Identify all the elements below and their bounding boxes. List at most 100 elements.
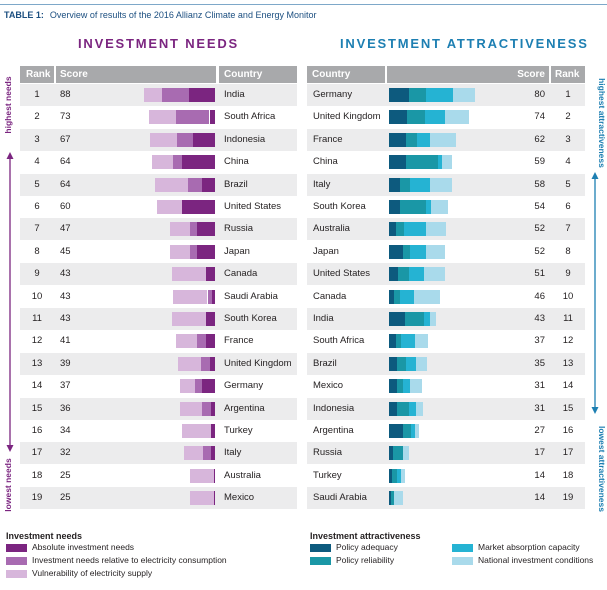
attr-bar-segment (389, 200, 401, 214)
attr-rank: 15 (562, 403, 574, 414)
legend-item-vulnerability: Vulnerability of electricity supply (32, 568, 153, 578)
legend-swatch-market-absorption (452, 544, 473, 552)
needs-bar-segment (194, 379, 203, 393)
attr-score: 14 (534, 492, 545, 503)
needs-score: 67 (60, 134, 71, 145)
needs-rank: 7 (34, 223, 40, 234)
needs-bar-segment (197, 222, 215, 236)
attr-country: Germany (313, 89, 353, 100)
needs-country: China (224, 156, 249, 167)
needs-bar-segment (180, 379, 195, 393)
needs-score: 45 (60, 246, 71, 257)
needs-country: Russia (224, 223, 254, 234)
attr-score: 35 (534, 358, 545, 369)
attr-bar-segment (405, 357, 416, 371)
attr-bar-segment (389, 402, 397, 416)
needs-bar-segment (193, 133, 215, 147)
needs-row-band (20, 263, 297, 285)
attr-rank: 12 (562, 335, 574, 346)
needs-rank: 1 (34, 89, 40, 100)
needs-bar-segment (182, 200, 215, 214)
attr-country: Japan (313, 246, 339, 257)
attr-rank: 14 (562, 380, 574, 391)
needs-bar-segment (180, 402, 203, 416)
attr-country: Russia (313, 447, 343, 458)
needs-bar-segment (209, 110, 215, 124)
attr-bar-segment (389, 267, 398, 281)
needs-score: 41 (60, 335, 71, 346)
needs-score: 64 (60, 156, 71, 167)
needs-bar-segment (202, 379, 215, 393)
needs-rank: 2 (34, 111, 40, 122)
attractiveness-panel-title: INVESTMENT ATTRACTIVENESS (340, 36, 589, 51)
needs-header-rank: Rank (20, 66, 54, 83)
attr-bar-segment (390, 491, 395, 505)
needs-rank: 15 (31, 403, 43, 414)
needs-rank: 5 (34, 179, 40, 190)
needs-country: France (224, 335, 254, 346)
needs-header-country: Country (219, 66, 297, 83)
attractiveness-arrow-icon (591, 172, 599, 414)
attr-score: 31 (534, 403, 545, 414)
attr-bar-segment (423, 267, 445, 281)
attr-rank: 9 (565, 268, 571, 279)
attr-bar-segment (389, 133, 406, 147)
needs-score: 60 (60, 201, 71, 212)
needs-score: 39 (60, 358, 71, 369)
attr-country: Australia (313, 223, 350, 234)
attr-score: 62 (534, 134, 545, 145)
attr-country: Canada (313, 291, 347, 302)
attr-score: 46 (534, 291, 545, 302)
needs-legend-title: Investment needs (6, 531, 83, 541)
needs-rank: 11 (32, 313, 42, 324)
needs-panel-title: INVESTMENT NEEDS (78, 36, 239, 51)
needs-bar-segment (197, 334, 207, 348)
needs-bar-segment (155, 178, 188, 192)
needs-bar-segment (172, 267, 207, 281)
needs-score: 43 (60, 291, 71, 302)
needs-bar-segment (149, 133, 177, 147)
attr-bar-segment (395, 222, 405, 236)
needs-bar-segment (211, 290, 215, 304)
attr-bar-segment (425, 222, 447, 236)
attr-bar-segment (403, 424, 411, 438)
attr-rank: 13 (562, 358, 574, 369)
needs-score: 43 (60, 268, 71, 279)
needs-bar-segment (189, 245, 197, 259)
attr-bar-segment (389, 178, 401, 192)
attr-bar-segment (425, 88, 453, 102)
attr-country: Indonesia (313, 403, 355, 414)
needs-country: South Korea (224, 313, 277, 324)
attr-bar-segment (389, 312, 405, 326)
needs-rank: 17 (31, 447, 43, 458)
needs-bar-segment (214, 469, 215, 483)
needs-country: Germany (224, 380, 264, 391)
attr-score: 31 (534, 380, 545, 391)
attr-bar-segment (400, 200, 426, 214)
needs-bar-segment (176, 110, 210, 124)
attr-bar-segment (406, 155, 438, 169)
attr-bar-segment (389, 491, 391, 505)
side-label-lowest-attractiveness: lowest attractiveness (597, 426, 607, 512)
needs-rank: 16 (31, 425, 43, 436)
legend-item-absolute-needs: Absolute investment needs (32, 542, 135, 552)
needs-score: 25 (60, 470, 71, 481)
attr-rank: 16 (562, 425, 574, 436)
legend-swatch-national-conditions (452, 557, 473, 565)
needs-score: 47 (60, 223, 71, 234)
attr-score: 54 (534, 201, 545, 212)
needs-arrow-icon (6, 152, 14, 452)
attr-bar-segment (444, 110, 469, 124)
attr-rank: 5 (565, 179, 571, 190)
needs-bar-segment (149, 110, 177, 124)
attr-bar-segment (395, 334, 402, 348)
needs-rank: 12 (31, 335, 43, 346)
attr-bar-segment (402, 245, 410, 259)
needs-country: South Africa (224, 111, 276, 122)
needs-bar-segment (207, 290, 212, 304)
caption-text: Overview of results of the 2016 Allianz … (49, 10, 317, 20)
needs-score: 32 (60, 447, 71, 458)
attr-country: France (313, 134, 343, 145)
needs-country: Argentina (224, 403, 265, 414)
attr-bar-segment (410, 424, 415, 438)
